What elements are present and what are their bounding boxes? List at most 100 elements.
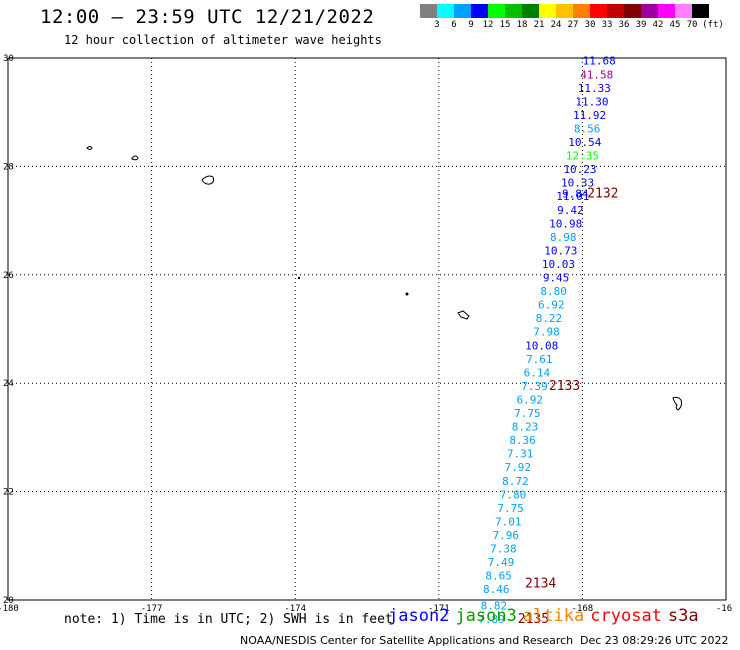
legend-swatch — [522, 4, 539, 18]
legend-swatch — [692, 4, 709, 18]
legend-label: 21 — [533, 20, 545, 30]
legend-swatch — [471, 4, 488, 18]
legend-label: 9 — [468, 20, 474, 30]
latitude-tick-label: 28 — [3, 162, 14, 172]
wave-height-value: 11.68 — [583, 55, 616, 68]
page-subtitle: 12 hour collection of altimeter wave hei… — [64, 33, 382, 47]
longitude-tick-label: -174 — [284, 604, 306, 614]
map-axis-labels: -180 -177 -174 -171 -168 -16 30 28 26 24 22 20 — [0, 54, 732, 614]
wave-height-value: 7.75 — [514, 407, 541, 420]
legend-label: 45 — [669, 20, 681, 30]
legend-label: 24 — [550, 20, 562, 30]
wave-height-observations: 11.6841.5811.3311.3011.928.5610.5412.351… — [478, 55, 616, 626]
wave-height-value: 7.98 — [533, 326, 560, 339]
wave-height-value: 10.98 — [549, 217, 582, 230]
wave-height-value: 8.56 — [574, 122, 601, 135]
legend-swatch — [454, 4, 471, 18]
wave-height-value: 12.35 — [566, 150, 599, 163]
wave-height-value: 10.08 — [525, 339, 558, 352]
island-outline — [457, 310, 470, 320]
wave-height-value: 10.73 — [544, 244, 577, 257]
longitude-tick-label: -177 — [141, 604, 163, 614]
legend-swatch — [505, 4, 522, 18]
wave-height-value: 7.80 — [500, 488, 527, 501]
legend-label: 39 — [635, 20, 647, 30]
wave-height-value: 10.03 — [542, 258, 575, 271]
legend-unit: (ft) — [702, 20, 724, 30]
legend-label: 6 — [451, 20, 457, 30]
wave-height-value: 7.01 — [495, 515, 522, 528]
island-outline — [672, 396, 683, 411]
legend-swatch — [488, 4, 505, 18]
legend-label: 15 — [499, 20, 511, 30]
wave-height-value: 8.23 — [512, 421, 539, 434]
legend-swatch — [573, 4, 590, 18]
wave-height-value: 9.45 — [543, 272, 570, 285]
latitude-tick-label: 22 — [3, 488, 14, 498]
legend-label: 27 — [567, 20, 579, 30]
legend-swatch — [624, 4, 641, 18]
satellite-name: jason3 — [455, 606, 517, 626]
pass-time-label: 2134 — [525, 577, 556, 592]
legend-label: 18 — [516, 20, 528, 30]
wave-height-value: 7.89 — [478, 613, 505, 626]
pass-time-label: 2135 — [518, 612, 549, 627]
wave-height-value: 11.92 — [573, 109, 606, 122]
wave-height-value: 9.42 — [557, 204, 584, 217]
latitude-tick-label: 24 — [3, 379, 14, 389]
generated-timestamp: Dec 23 08:29:26 UTC 2022 — [580, 634, 729, 647]
latitude-tick-label: 20 — [3, 596, 14, 606]
wave-height-value: 6.92 — [516, 393, 543, 406]
legend-label: 30 — [584, 20, 596, 30]
legend-label: 12 — [482, 20, 494, 30]
legend-swatch — [658, 4, 675, 18]
island-outline — [201, 175, 215, 185]
wave-height-value: 6.14 — [524, 366, 551, 379]
legend-swatch — [556, 4, 573, 18]
color-scale-legend: 3 6 9 12 15 18 21 24 27 30 33 36 39 42 45 70 (ft) — [420, 4, 730, 30]
satellite-name: s3a — [667, 606, 699, 626]
legend-swatches — [420, 4, 730, 18]
legend-swatch — [607, 4, 624, 18]
wave-height-value: 8.72 — [502, 475, 529, 488]
satellite-name: jason2 — [388, 606, 450, 626]
wave-height-value: 7.92 — [505, 461, 532, 474]
latitude-tick-label: 30 — [3, 54, 14, 64]
longitude-tick-label: -16 — [716, 604, 732, 614]
pass-time-label: 2132 — [587, 187, 618, 202]
credit-line: NOAA/NESDIS Center for Satellite Applica… — [240, 634, 574, 647]
pass-time-labels: 2132 2133 2134 2135 — [518, 187, 619, 627]
wave-height-value: 7.75 — [497, 502, 524, 515]
island-dot — [405, 292, 409, 296]
pass-time-label: 2133 — [549, 379, 580, 394]
wave-height-value: 7.61 — [526, 353, 553, 366]
legend-label: 36 — [618, 20, 630, 30]
island-outline — [131, 155, 139, 161]
wave-height-value: 8.98 — [550, 231, 577, 244]
legend-swatch — [437, 4, 454, 18]
satellite-legend: jason2 jason3 altika cryosat s3a — [388, 606, 705, 626]
island-outlines — [86, 146, 683, 411]
wave-height-value: 7.38 — [490, 543, 517, 556]
page-title: 12:00 — 23:59 UTC 12/21/2022 — [40, 6, 375, 28]
wave-height-value: 9.84 — [562, 188, 589, 201]
legend-label: 70 — [686, 20, 698, 30]
wave-height-value: 8.46 — [483, 583, 510, 596]
wave-height-value: 10.54 — [568, 136, 601, 149]
longitude-tick-label: -171 — [428, 604, 450, 614]
legend-label: 3 — [434, 20, 440, 30]
wave-height-value: 10.23 — [563, 163, 596, 176]
wave-height-value: 7.96 — [493, 529, 520, 542]
longitude-tick-label: -168 — [572, 604, 594, 614]
island-dot — [297, 276, 301, 280]
wave-height-value: 7.31 — [507, 448, 534, 461]
wave-height-value: 41.58 — [580, 68, 613, 81]
legend-labels: 3 6 9 12 15 18 21 24 27 30 33 36 39 42 45 70 (ft) — [420, 18, 730, 30]
longitude-tick-label: -180 — [0, 604, 19, 614]
wave-height-value: 8.80 — [540, 285, 567, 298]
wave-height-value: 11.01 — [556, 190, 589, 203]
satellite-name: cryosat — [590, 606, 662, 626]
wave-height-value: 8.36 — [509, 434, 536, 447]
footer-note: note: 1) Time is in UTC; 2) SWH is in fe… — [64, 612, 393, 627]
